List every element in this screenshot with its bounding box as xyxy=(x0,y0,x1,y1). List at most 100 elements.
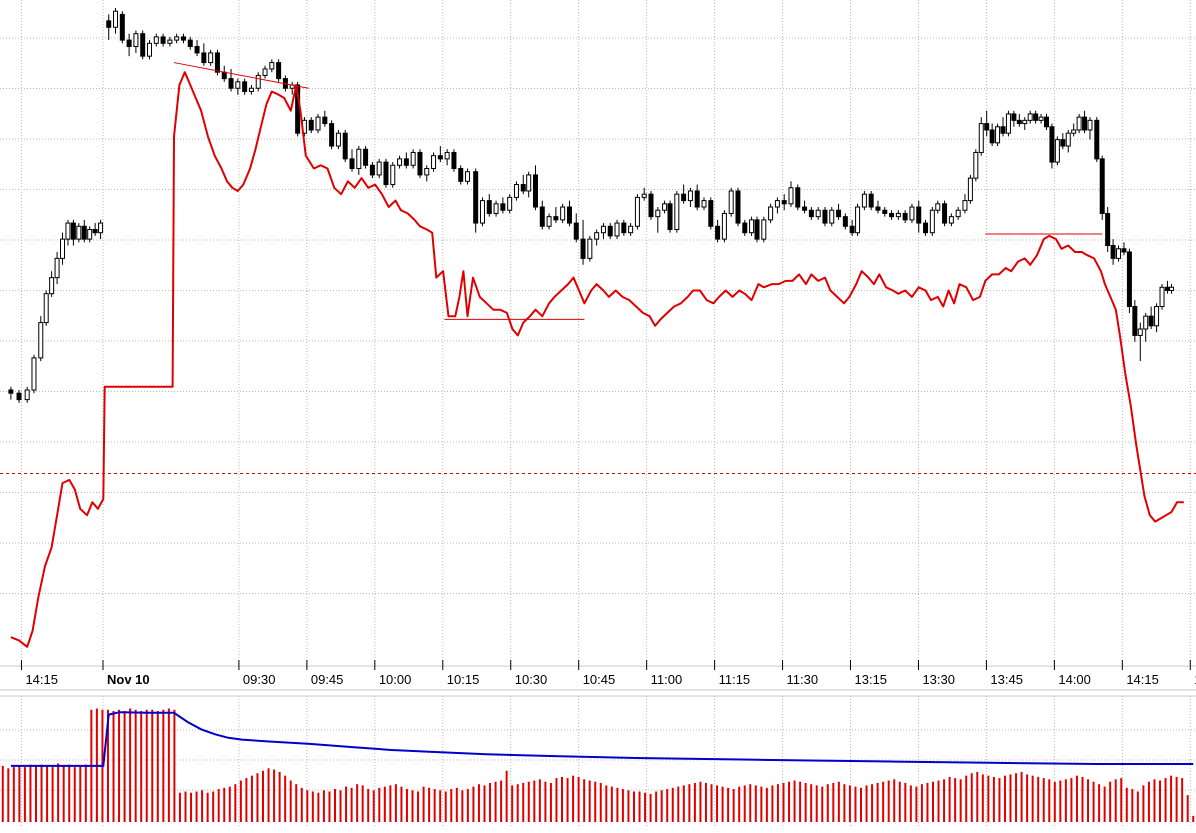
candle-body-down xyxy=(889,212,895,218)
candle xyxy=(1148,306,1154,329)
candle-body-down xyxy=(342,132,348,160)
candle-body-down xyxy=(451,151,457,169)
candle-body-up xyxy=(147,42,152,57)
candle xyxy=(410,149,416,169)
candle-body-down xyxy=(349,158,355,169)
candle-body-down xyxy=(70,222,76,240)
candle xyxy=(628,223,634,236)
candle-body-up xyxy=(774,200,780,208)
candle xyxy=(513,181,519,201)
candle xyxy=(262,65,268,79)
candle xyxy=(376,158,382,179)
volume-grid xyxy=(0,696,1196,828)
candle xyxy=(1121,242,1127,256)
candle-body-down xyxy=(1110,245,1116,259)
candle-body-down xyxy=(868,193,874,208)
candle xyxy=(1099,155,1105,220)
candle xyxy=(248,85,254,95)
candle xyxy=(634,194,640,230)
candle xyxy=(749,216,755,236)
candle-body-down xyxy=(681,193,687,202)
candle-body-down xyxy=(1033,113,1039,121)
candle-body-up xyxy=(153,36,159,44)
candle xyxy=(81,219,87,243)
candle-body-up xyxy=(655,209,661,218)
candle-body-up xyxy=(594,232,600,240)
candle-body-down xyxy=(849,225,855,234)
candle-body-down xyxy=(126,39,132,48)
candle xyxy=(228,68,234,92)
candle-body-down xyxy=(214,52,220,73)
candle-body-down xyxy=(473,171,479,224)
candle xyxy=(403,152,409,169)
candle xyxy=(573,213,579,243)
candle-body-up xyxy=(728,190,734,214)
candle-body-up xyxy=(1022,119,1028,125)
candle-body-down xyxy=(458,168,464,182)
candle-body-up xyxy=(641,193,647,198)
candle-body-up xyxy=(60,238,66,259)
x-axis-tick-label: 09:30 xyxy=(243,672,276,687)
candle xyxy=(363,146,369,169)
candle xyxy=(995,123,1001,147)
candle-body-down xyxy=(836,209,842,218)
candle-body-up xyxy=(424,168,430,176)
candle xyxy=(92,223,98,236)
candle xyxy=(553,207,559,224)
candle xyxy=(662,200,668,214)
candle xyxy=(829,207,835,227)
candle xyxy=(648,190,654,220)
candle-body-up xyxy=(248,87,254,92)
candle xyxy=(8,386,14,400)
candlestick-series xyxy=(8,8,1175,403)
candle-body-up xyxy=(749,219,755,234)
candle-body-up xyxy=(560,206,566,221)
candle-body-up xyxy=(493,203,499,214)
candle-body-down xyxy=(942,203,948,224)
candle xyxy=(1154,303,1160,333)
candle-body-up xyxy=(768,206,774,221)
candle-body-down xyxy=(694,190,700,208)
candle xyxy=(849,219,855,236)
candle-body-up xyxy=(376,161,382,176)
candle-body-up xyxy=(929,209,935,234)
candle xyxy=(728,187,734,217)
candle-body-down xyxy=(580,238,586,259)
candle xyxy=(255,72,261,92)
candle-body-down xyxy=(1049,126,1055,163)
candle-body-down xyxy=(1132,306,1138,336)
candle-body-down xyxy=(187,39,193,48)
candle xyxy=(65,219,71,246)
volume-moving-average xyxy=(10,711,1194,767)
candle-body-up xyxy=(1065,132,1071,147)
x-axis-tick-label: 10:30 xyxy=(515,672,548,687)
candle xyxy=(962,194,968,214)
candle xyxy=(126,33,132,57)
candle xyxy=(1027,110,1033,124)
candle-body-down xyxy=(566,206,572,224)
candle-body-up xyxy=(955,209,961,218)
candle-body-down xyxy=(242,81,248,92)
candle xyxy=(342,129,348,163)
candle-body-down xyxy=(916,206,922,224)
candle-body-up xyxy=(513,184,519,198)
candle xyxy=(1143,312,1149,342)
candle-body-down xyxy=(923,222,929,234)
candle xyxy=(187,36,193,50)
candle-body-up xyxy=(526,174,532,192)
candle-body-down xyxy=(1148,315,1154,327)
candle xyxy=(674,190,680,233)
candle xyxy=(424,165,430,182)
candle xyxy=(580,219,586,265)
candle-body-up xyxy=(1005,113,1011,134)
candle-body-up xyxy=(600,225,606,234)
candle-body-up xyxy=(235,81,241,89)
candle xyxy=(1000,117,1006,137)
candle-body-up xyxy=(895,212,901,218)
candle-body-down xyxy=(607,225,613,237)
candle xyxy=(815,207,821,220)
x-axis-tick-label: 13:30 xyxy=(922,672,955,687)
candle xyxy=(667,200,673,233)
candle-body-up xyxy=(1038,116,1044,121)
